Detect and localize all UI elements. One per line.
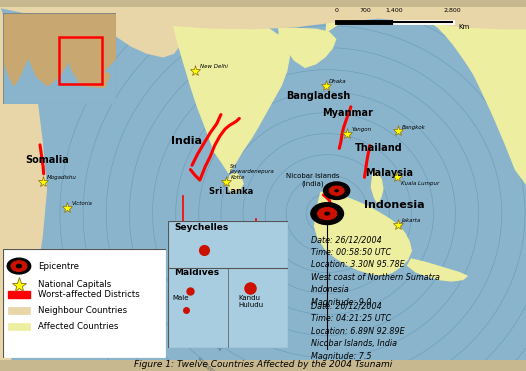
Polygon shape bbox=[97, 7, 181, 57]
Text: 0: 0 bbox=[335, 8, 339, 13]
Text: Neighbour Countries: Neighbour Countries bbox=[38, 306, 127, 315]
Polygon shape bbox=[0, 7, 526, 29]
Text: Km: Km bbox=[459, 24, 470, 30]
Circle shape bbox=[335, 189, 339, 192]
Text: Sri
Jaywardenepura
Kotte: Sri Jaywardenepura Kotte bbox=[230, 164, 275, 180]
Text: 2,800: 2,800 bbox=[443, 8, 461, 13]
Text: Bangkok: Bangkok bbox=[402, 125, 426, 130]
Text: Bangladesh: Bangladesh bbox=[286, 91, 350, 101]
Text: 700: 700 bbox=[360, 8, 371, 13]
Text: Dhaka: Dhaka bbox=[329, 79, 347, 84]
Text: Somalia: Somalia bbox=[25, 155, 69, 165]
Text: National Capitals: National Capitals bbox=[38, 280, 111, 289]
Text: 3000 km: 3000 km bbox=[206, 331, 225, 350]
Bar bbox=[59, 37, 102, 84]
Circle shape bbox=[328, 185, 345, 196]
Polygon shape bbox=[326, 7, 526, 184]
Text: Kuala Lumpur: Kuala Lumpur bbox=[401, 181, 439, 186]
Text: Figure 1: Twelve Countries Affected by the 2004 Tsunami: Figure 1: Twelve Countries Affected by t… bbox=[134, 360, 392, 369]
Bar bbox=[228, 268, 288, 348]
Text: Seychelles: Seychelles bbox=[174, 223, 229, 232]
Text: 500 km: 500 km bbox=[269, 238, 283, 257]
Polygon shape bbox=[65, 13, 116, 86]
Polygon shape bbox=[168, 7, 289, 173]
Bar bbox=[8, 323, 29, 330]
Text: Date: 26/12/2004
Time: 04:21:25 UTC
Location: 6.89N 92.89E
Nicobar Islands, Indi: Date: 26/12/2004 Time: 04:21:25 UTC Loca… bbox=[311, 302, 404, 361]
Text: Worst-affected Districts: Worst-affected Districts bbox=[38, 290, 139, 299]
Text: New Delhi: New Delhi bbox=[200, 64, 228, 69]
Text: 1500 km: 1500 km bbox=[236, 265, 251, 286]
Text: Maldives: Maldives bbox=[174, 267, 219, 277]
Circle shape bbox=[11, 261, 27, 271]
Bar bbox=[8, 291, 29, 298]
Polygon shape bbox=[84, 69, 110, 88]
Polygon shape bbox=[3, 13, 31, 86]
Text: Mogadishu: Mogadishu bbox=[47, 175, 77, 180]
Circle shape bbox=[324, 211, 330, 216]
Circle shape bbox=[317, 207, 338, 221]
Circle shape bbox=[16, 265, 22, 268]
Text: Epicentre: Epicentre bbox=[38, 262, 79, 270]
Text: 2000 km: 2000 km bbox=[223, 285, 240, 305]
Text: Myanmar: Myanmar bbox=[322, 108, 372, 118]
Circle shape bbox=[311, 203, 343, 224]
Text: Date: 26/12/2004
Time: 00:58:50 UTC
Location: 3.30N 95.78E
West coast of Norther: Date: 26/12/2004 Time: 00:58:50 UTC Loca… bbox=[311, 235, 440, 307]
Text: 1,400: 1,400 bbox=[386, 8, 403, 13]
Polygon shape bbox=[408, 259, 467, 281]
Bar bbox=[8, 307, 29, 314]
Text: Affected Countries: Affected Countries bbox=[38, 322, 118, 331]
Circle shape bbox=[323, 182, 350, 200]
Text: Male: Male bbox=[172, 295, 188, 301]
Text: 3500 km: 3500 km bbox=[198, 355, 218, 371]
Polygon shape bbox=[315, 193, 411, 275]
Text: 1000 km: 1000 km bbox=[250, 249, 266, 270]
Text: Indonesia: Indonesia bbox=[364, 200, 425, 210]
Text: Thailand: Thailand bbox=[355, 144, 402, 153]
Polygon shape bbox=[23, 13, 76, 86]
Text: Kandu
Huludu: Kandu Huludu bbox=[238, 295, 263, 308]
Polygon shape bbox=[0, 7, 46, 360]
Text: Sri Lanka: Sri Lanka bbox=[209, 187, 254, 196]
Text: India: India bbox=[171, 137, 202, 146]
Text: Yangon: Yangon bbox=[351, 127, 371, 132]
Text: Malaysia: Malaysia bbox=[365, 168, 413, 178]
Polygon shape bbox=[32, 92, 46, 191]
Text: 2500 km: 2500 km bbox=[213, 307, 231, 327]
Text: Victoria: Victoria bbox=[72, 201, 93, 206]
Polygon shape bbox=[279, 29, 336, 68]
Text: Jakarta: Jakarta bbox=[402, 219, 421, 223]
Polygon shape bbox=[228, 173, 243, 194]
Polygon shape bbox=[371, 170, 383, 203]
Circle shape bbox=[7, 258, 31, 274]
Text: Nicobar Islands
(India): Nicobar Islands (India) bbox=[286, 173, 340, 187]
